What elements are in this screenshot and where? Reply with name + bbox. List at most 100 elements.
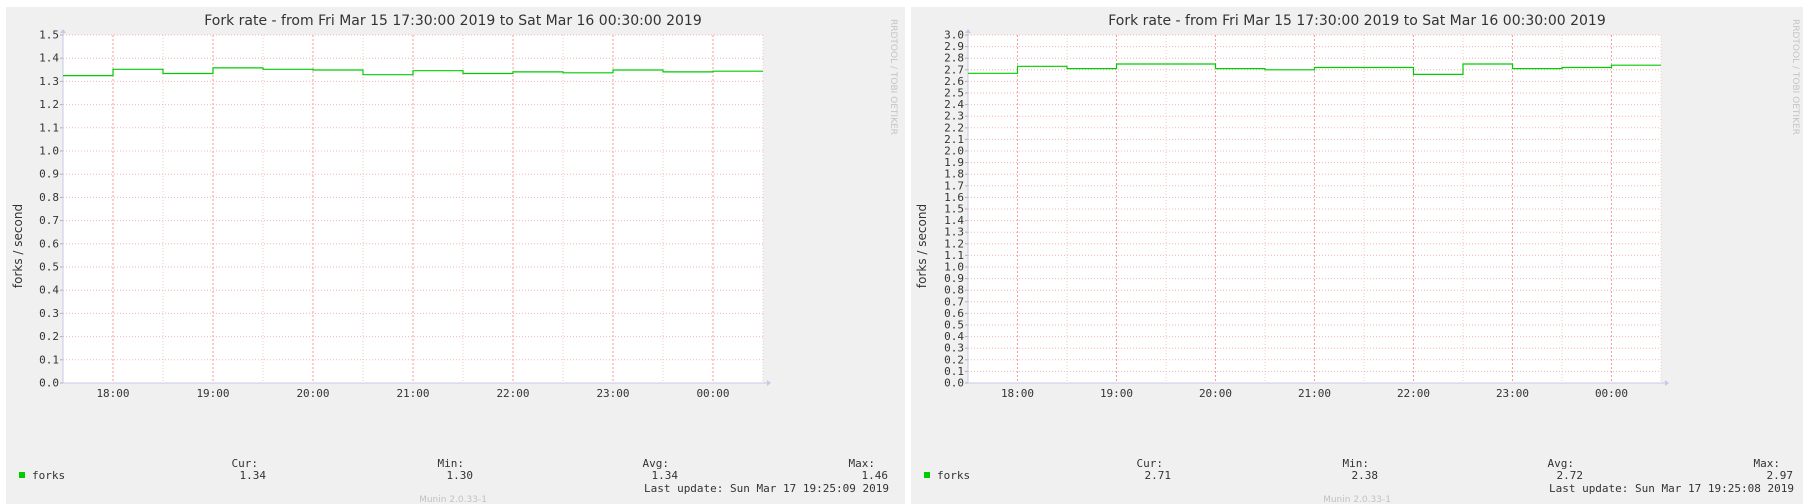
legend-series-name: forks	[937, 469, 970, 482]
y-tick-label: 1.3	[944, 226, 964, 239]
x-tick-label: 18:00	[1001, 387, 1034, 400]
y-tick-label: 0.3	[944, 342, 964, 355]
legend-max-label: Max:	[849, 457, 876, 470]
rrdtool-credit: RRDTOOL / TOBI OETIKER	[888, 19, 898, 135]
y-tick-label: 2.1	[944, 133, 964, 146]
y-axis-arrow	[60, 29, 66, 33]
y-axis-label: forks / second	[11, 204, 25, 288]
x-tick-label: 20:00	[1199, 387, 1232, 400]
legend-cur-value: 1.34	[240, 469, 267, 482]
y-tick-label: 2.8	[944, 52, 964, 65]
chart-title: Fork rate - from Fri Mar 15 17:30:00 201…	[1108, 13, 1606, 29]
legend-max-value: 2.97	[1767, 469, 1794, 482]
y-tick-label: 2.0	[944, 145, 964, 158]
y-tick-label: 2.6	[944, 75, 964, 88]
legend-max-label: Max:	[1754, 457, 1781, 470]
y-tick-label: 1.5	[39, 29, 59, 42]
y-tick-label: 0.9	[39, 168, 59, 181]
x-axis-arrow	[1665, 380, 1669, 386]
y-tick-label: 0.5	[944, 319, 964, 332]
x-tick-label: 00:00	[696, 387, 729, 400]
y-tick-label: 2.7	[944, 63, 964, 76]
x-tick-label: 19:00	[196, 387, 229, 400]
y-tick-label: 0.8	[39, 191, 59, 204]
series-line-forks	[968, 63, 1661, 75]
y-tick-label: 0.6	[39, 237, 59, 250]
y-tick-label: 0.9	[944, 272, 964, 285]
legend-avg-value: 2.72	[1557, 469, 1584, 482]
x-axis-arrow	[767, 380, 771, 386]
legend-avg-value: 1.34	[652, 469, 679, 482]
y-tick-label: 0.7	[39, 214, 59, 227]
fork-rate-graph-left: Fork rate - from Fri Mar 15 17:30:00 201…	[6, 7, 905, 504]
plot-area: 0.00.10.20.30.40.50.60.70.80.91.01.11.21…	[39, 29, 771, 400]
y-tick-label: 0.7	[944, 295, 964, 308]
last-update: Last update: Sun Mar 17 19:25:08 2019	[1549, 482, 1794, 495]
y-tick-label: 3.0	[944, 29, 964, 42]
legend-max-value: 1.46	[862, 469, 889, 482]
y-tick-label: 2.4	[944, 98, 964, 111]
x-tick-label: 19:00	[1100, 387, 1133, 400]
x-tick-label: 21:00	[396, 387, 429, 400]
series-line-forks	[63, 67, 763, 77]
y-tick-label: 0.1	[39, 353, 59, 366]
y-tick-label: 1.7	[944, 179, 964, 192]
legend-avg-label: Avg:	[1548, 457, 1575, 470]
y-tick-label: 1.5	[944, 203, 964, 216]
x-tick-label: 23:00	[1496, 387, 1529, 400]
x-tick-label: 00:00	[1595, 387, 1628, 400]
y-axis-label: forks / second	[915, 204, 929, 288]
y-tick-label: 0.4	[39, 284, 59, 297]
y-tick-label: 1.2	[39, 98, 59, 111]
y-tick-label: 2.5	[944, 87, 964, 100]
legend-cur-value: 2.71	[1145, 469, 1172, 482]
y-tick-label: 1.3	[39, 75, 59, 88]
y-tick-label: 2.9	[944, 40, 964, 53]
y-tick-label: 0.1	[944, 365, 964, 378]
y-tick-label: 1.4	[39, 52, 59, 65]
legend-cur-label: Cur:	[232, 457, 259, 470]
y-tick-label: 2.3	[944, 110, 964, 123]
legend-series-name: forks	[32, 469, 65, 482]
legend-min-label: Min:	[438, 457, 465, 470]
legend-swatch	[19, 472, 25, 478]
legend: forks Cur: 1.34 Min: 1.30 Avg: 1.34 Max:…	[19, 457, 889, 495]
y-tick-label: 0.2	[39, 330, 59, 343]
legend-min-value: 2.38	[1352, 469, 1379, 482]
x-tick-label: 21:00	[1298, 387, 1331, 400]
munin-version: Munin 2.0.33-1	[419, 495, 487, 504]
y-tick-label: 0.3	[39, 307, 59, 320]
rrdtool-credit: RRDTOOL / TOBI OETIKER	[1790, 19, 1800, 135]
y-tick-label: 0.8	[944, 284, 964, 297]
legend-swatch	[924, 472, 930, 478]
chart-title: Fork rate - from Fri Mar 15 17:30:00 201…	[204, 13, 702, 29]
y-tick-label: 1.2	[944, 237, 964, 250]
x-tick-label: 20:00	[296, 387, 329, 400]
plot-area: 0.00.10.20.30.40.50.60.70.80.91.01.11.21…	[944, 29, 1669, 400]
y-tick-label: 1.4	[944, 214, 964, 227]
x-tick-label: 18:00	[96, 387, 129, 400]
y-tick-label: 0.5	[39, 261, 59, 274]
y-tick-label: 0.6	[944, 307, 964, 320]
legend-avg-label: Avg:	[643, 457, 670, 470]
y-tick-label: 1.1	[39, 121, 59, 134]
legend-min-label: Min:	[1343, 457, 1370, 470]
last-update: Last update: Sun Mar 17 19:25:09 2019	[644, 482, 889, 495]
chart-svg: Fork rate - from Fri Mar 15 17:30:00 201…	[915, 13, 1800, 504]
legend: forks Cur: 2.71 Min: 2.38 Avg: 2.72 Max:…	[924, 457, 1794, 495]
y-tick-label: 1.1	[944, 249, 964, 262]
x-tick-label: 23:00	[596, 387, 629, 400]
legend-cur-label: Cur:	[1137, 457, 1164, 470]
chart-svg: Fork rate - from Fri Mar 15 17:30:00 201…	[11, 13, 898, 504]
y-axis-arrow	[965, 29, 971, 33]
y-tick-label: 1.9	[944, 156, 964, 169]
y-tick-label: 1.6	[944, 191, 964, 204]
y-tick-label: 2.2	[944, 121, 964, 134]
x-tick-label: 22:00	[1397, 387, 1430, 400]
y-tick-label: 1.0	[944, 261, 964, 274]
x-tick-label: 22:00	[496, 387, 529, 400]
y-tick-label: 0.0	[944, 377, 964, 390]
munin-version: Munin 2.0.33-1	[1323, 495, 1391, 504]
legend-min-value: 1.30	[447, 469, 474, 482]
fork-rate-graph-right: Fork rate - from Fri Mar 15 17:30:00 201…	[911, 7, 1803, 504]
